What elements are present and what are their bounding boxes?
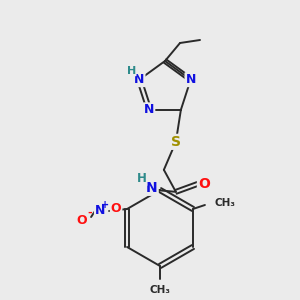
Text: N: N: [185, 73, 196, 86]
Text: O: O: [111, 202, 122, 215]
Text: CH₃: CH₃: [215, 198, 236, 208]
Text: N: N: [95, 205, 105, 218]
Text: N: N: [134, 73, 145, 86]
Text: +: +: [101, 200, 109, 210]
Text: O: O: [77, 214, 87, 227]
Text: O: O: [198, 177, 210, 191]
Text: -: -: [88, 208, 92, 218]
Text: N: N: [146, 181, 158, 195]
Text: H: H: [127, 66, 136, 76]
Text: H: H: [137, 172, 147, 185]
Text: CH₃: CH₃: [149, 285, 170, 295]
Text: N: N: [144, 103, 154, 116]
Text: S: S: [171, 135, 181, 149]
